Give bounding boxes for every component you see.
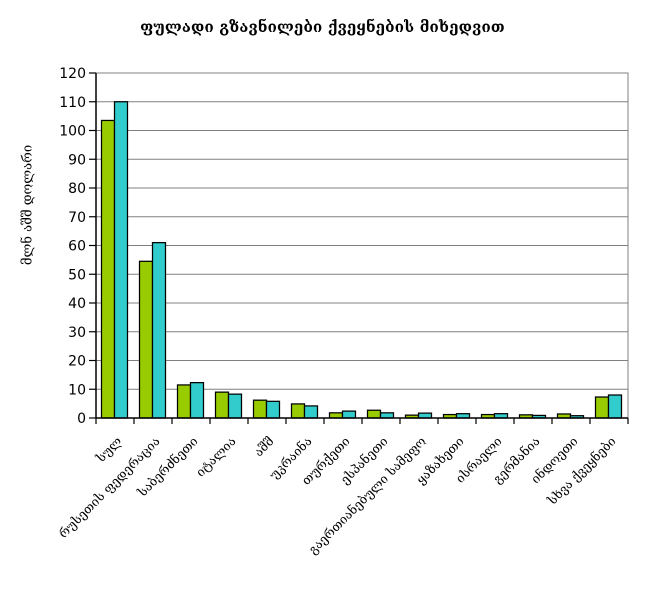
- y-tick-label: 70: [68, 210, 86, 226]
- bar-green: [366, 409, 382, 419]
- bar-green: [214, 391, 230, 419]
- bar-green: [290, 403, 306, 419]
- bar-green: [594, 396, 610, 419]
- y-tick-label: 110: [59, 95, 86, 111]
- x-category-label: იტალია: [193, 433, 239, 479]
- bars-group: [100, 101, 623, 419]
- bar-cyan: [265, 400, 281, 419]
- bar-green: [252, 399, 268, 419]
- y-tick-label: 100: [59, 124, 86, 140]
- bar-cyan: [341, 410, 357, 419]
- x-category-label: სხვა ქვეყნები: [544, 434, 619, 509]
- x-category-label: აშშ: [251, 434, 277, 460]
- bar-green: [138, 260, 154, 419]
- y-tick-label: 0: [77, 411, 86, 427]
- bar-cyan: [113, 101, 129, 419]
- bar-cyan: [227, 393, 243, 419]
- bar-cyan: [189, 382, 205, 419]
- y-tick-label: 50: [68, 267, 86, 283]
- chart-title: ფულადი გზავნილები ქვეყნების მიხედვით: [140, 18, 505, 36]
- y-tick-label: 120: [59, 66, 86, 82]
- bar-cyan: [607, 394, 623, 419]
- y-axis-title: მლნ აშშ დოლარი: [20, 144, 36, 266]
- y-tick-label: 20: [68, 354, 86, 370]
- y-tick-label: 10: [68, 382, 86, 398]
- bar-green: [328, 412, 344, 419]
- bar-cyan: [303, 405, 319, 419]
- y-tick-label: 40: [68, 296, 86, 312]
- bar-green: [176, 384, 192, 419]
- x-category-label: სულ: [92, 434, 124, 466]
- bar-green: [100, 119, 116, 419]
- y-tick-label: 80: [68, 181, 86, 197]
- bar-cyan: [151, 242, 167, 419]
- y-tick-label: 30: [68, 325, 86, 341]
- y-tick-label: 90: [68, 152, 86, 168]
- y-tick-label: 60: [68, 239, 86, 255]
- bar-cyan: [379, 412, 395, 419]
